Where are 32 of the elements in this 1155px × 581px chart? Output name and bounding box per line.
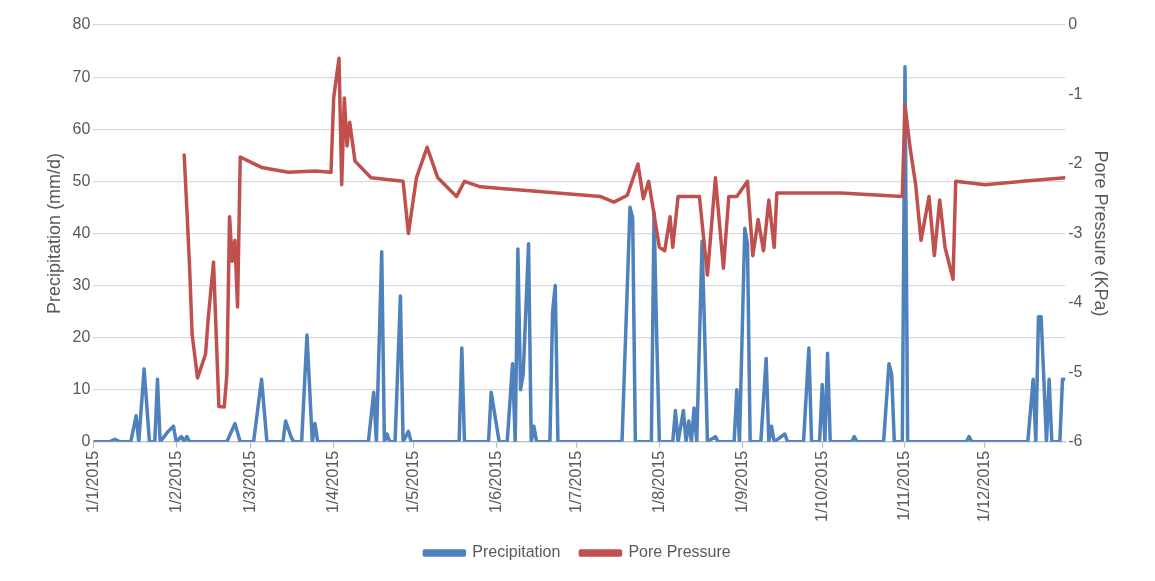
y-tick-label: 60	[72, 119, 91, 137]
x-tick-label: 1/2/2015	[166, 450, 184, 514]
y2-tick-label: -5	[1068, 362, 1083, 380]
x-tick-label: 1/9/2015	[732, 450, 750, 514]
x-tick-label: 1/11/2015	[895, 450, 913, 521]
y-tick-label: 50	[72, 171, 91, 189]
legend-label: Pore Pressure	[628, 543, 731, 561]
x-tick-label: 1/5/2015	[404, 450, 422, 514]
y2-tick-label: -4	[1068, 293, 1083, 311]
y-tick-label: 20	[72, 328, 91, 346]
y2-axis-title: Pore Pressure (KPa)	[1091, 150, 1112, 317]
x-tick-label: 1/10/2015	[812, 450, 830, 523]
y2-tick-label: 0	[1068, 15, 1078, 33]
x-tick-label: 1/4/2015	[324, 450, 342, 514]
y-tick-label: 80	[72, 15, 91, 33]
y2-tick-label: -2	[1068, 154, 1083, 172]
y2-tick-label: -6	[1068, 432, 1083, 450]
y-tick-label: 40	[72, 223, 91, 241]
y-tick-label: 30	[72, 275, 91, 293]
y2-tick-label: -3	[1068, 223, 1083, 241]
x-tick-label: 1/6/2015	[486, 450, 504, 514]
y2-tick-label: -1	[1068, 84, 1083, 102]
x-tick-label: 1/1/2015	[83, 450, 101, 514]
y-tick-label: 10	[72, 380, 91, 398]
y-tick-label: 0	[81, 432, 91, 450]
x-tick-label: 1/3/2015	[241, 450, 259, 514]
y-axis-title: Precipitation (mm/d)	[43, 152, 64, 314]
x-tick-label: 1/8/2015	[649, 450, 667, 514]
y-tick-label: 70	[72, 67, 91, 85]
x-tick-label: 1/12/2015	[975, 450, 993, 523]
x-tick-label: 1/7/2015	[567, 450, 585, 514]
legend-label: Precipitation	[472, 543, 561, 561]
